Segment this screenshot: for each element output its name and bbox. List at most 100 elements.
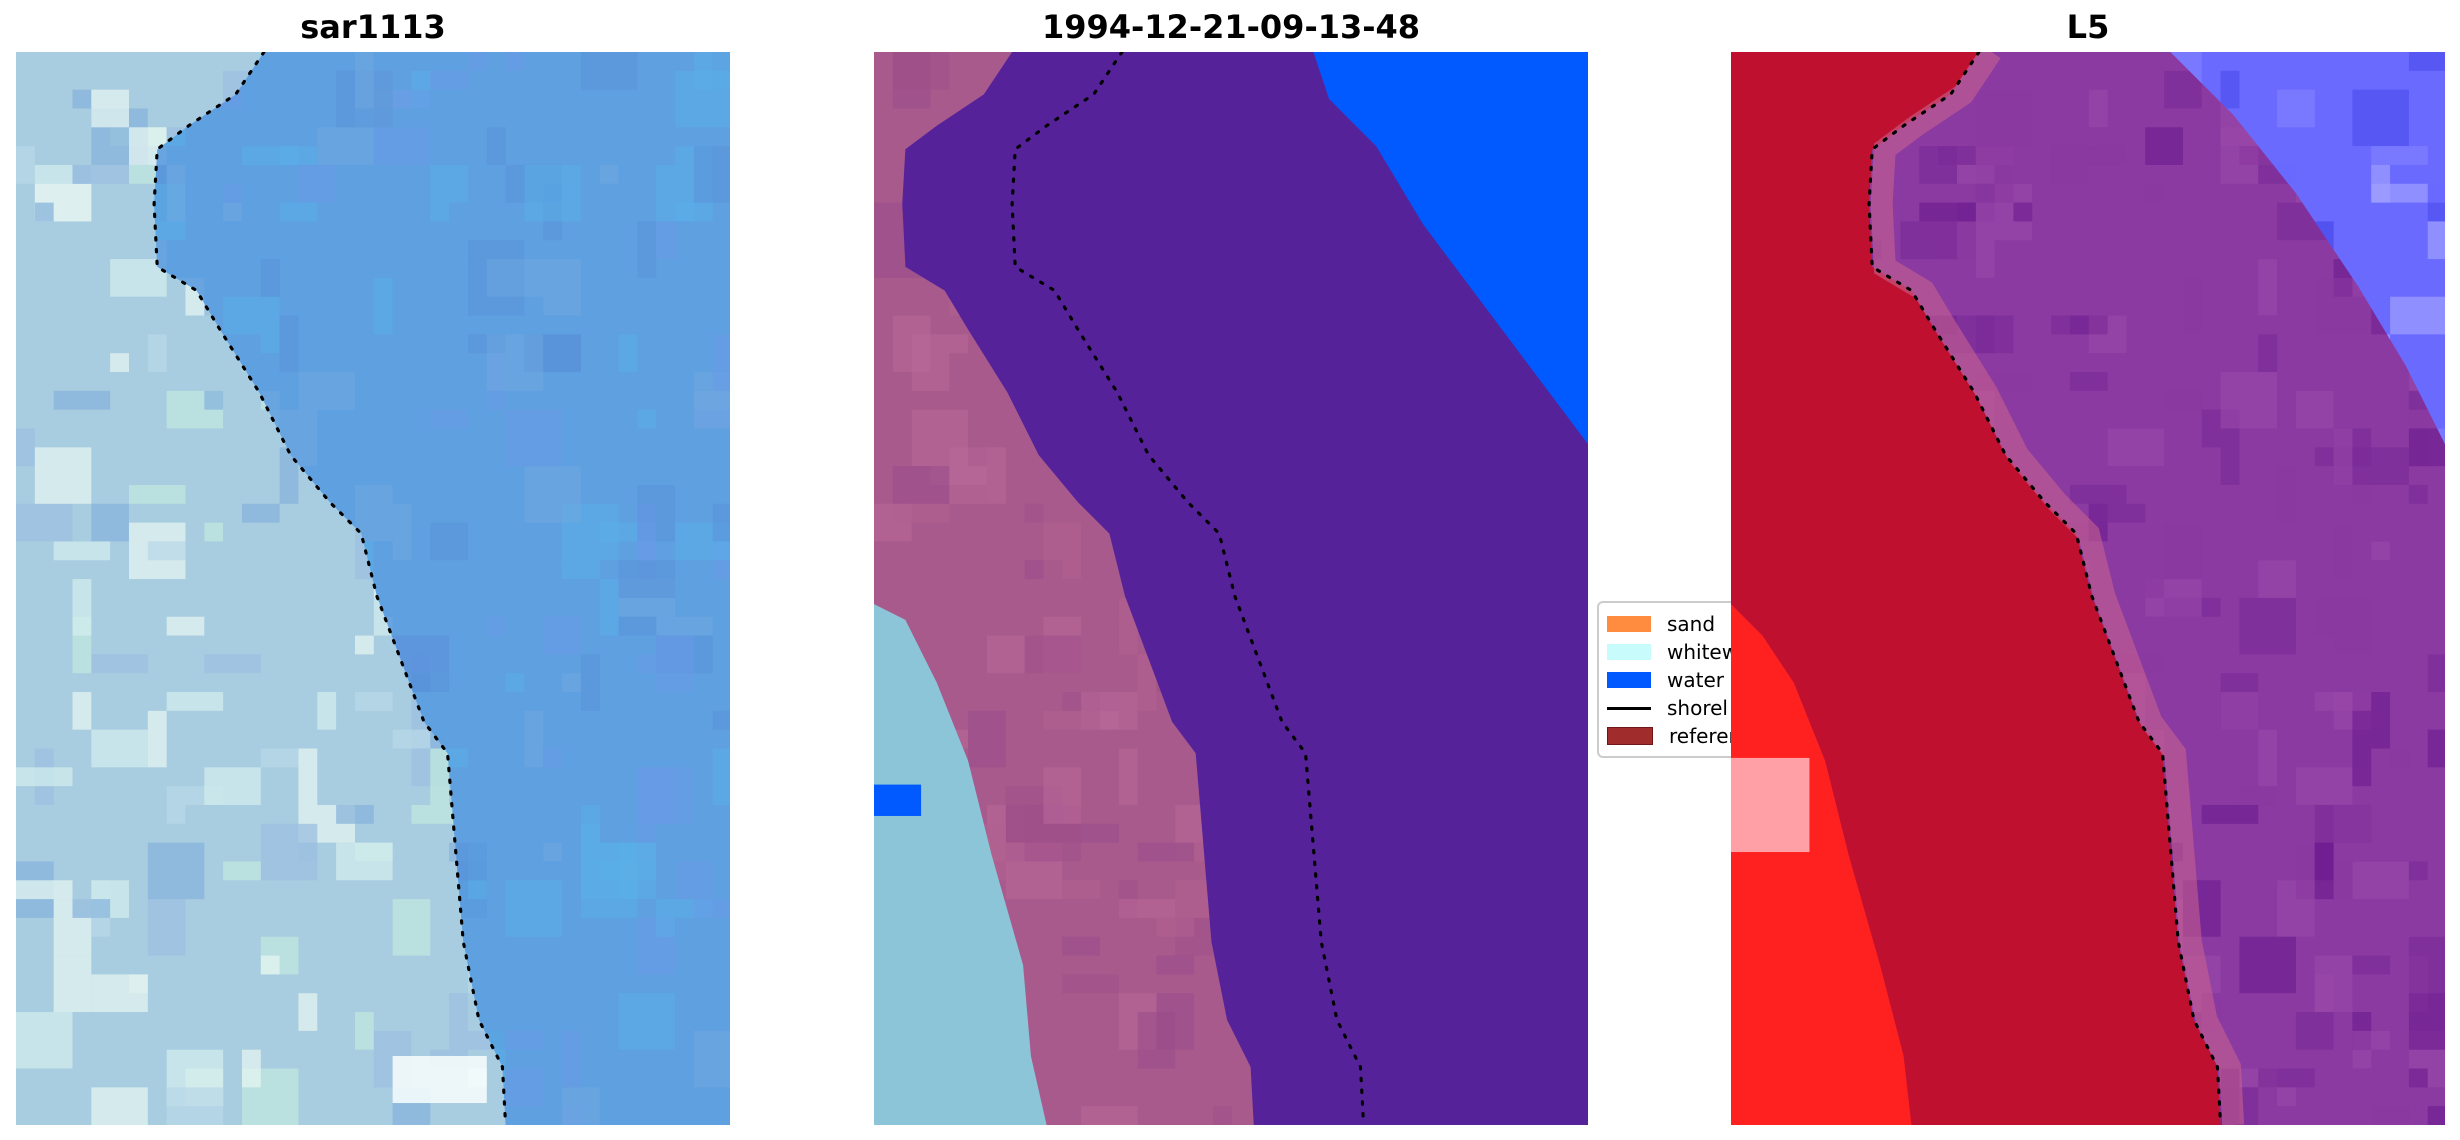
water-texture [223,296,261,335]
water-texture [637,654,657,674]
blue-pixel [2427,202,2445,222]
water-texture [656,221,676,260]
water-texture [693,52,730,90]
water-texture [562,560,600,580]
water-texture [505,1068,544,1107]
water-texture [298,372,355,410]
water-texture [693,390,730,429]
land-pixel [147,710,167,768]
water-texture [1919,202,1976,222]
water-texture [2182,277,2202,335]
water-texture [1956,164,1995,184]
sand-pixel [1043,522,1082,580]
sand-pixel [1212,1106,1232,1125]
blue-pixel [2427,221,2445,260]
water-texture [2145,183,2165,203]
water-texture [2295,390,2334,429]
water-texture [2239,786,2278,805]
land-pixel [354,692,393,711]
land-pixel [241,1049,261,1088]
water-texture [1919,146,1957,184]
water-texture [2069,372,2108,391]
bright-red-area [1731,604,1912,1125]
land-pixel [91,503,129,542]
land-pixel [223,861,261,881]
water-texture [618,334,638,373]
water-texture [580,52,638,90]
water-texture [430,409,468,429]
water-texture [317,127,374,165]
water-texture [675,861,713,900]
water-texture [2258,259,2278,316]
water-texture [2408,993,2445,1050]
blue-pixel [2408,52,2445,71]
sand-pixel [1118,616,1138,655]
water-texture [524,710,544,768]
land-pixel [16,1012,73,1069]
water-texture [543,616,581,655]
sand-pixel [1024,635,1082,674]
panel-title-2: 1994-12-21-09-13-48 [1041,8,1421,46]
land-pixel [430,748,450,805]
sand-pixel [892,466,950,504]
water-texture [2295,1012,2334,1050]
water-texture [2239,936,2296,994]
blue-pixel [2371,146,2428,165]
water-texture [260,296,280,354]
land-pixel [16,880,73,900]
sand-pixel [1062,880,1100,900]
water-texture [2408,936,2445,994]
sand-pixel [1062,936,1100,956]
sand-pixel [1081,1106,1138,1125]
legend-swatch [1607,727,1653,745]
land-pixel [147,541,186,561]
water-texture [373,127,431,165]
land-pixel [298,748,318,805]
water-texture [2013,202,2033,222]
sand-pixel [1137,654,1157,711]
water-texture [505,880,563,937]
water-texture [2220,692,2259,730]
water-texture [2314,597,2334,636]
water-texture [2107,428,2165,467]
land-pixel [91,89,129,128]
land-pixel [166,786,186,824]
water-texture [656,899,676,937]
land-pixel [72,89,92,109]
sar-image-panel [16,52,730,1125]
water-texture [2258,729,2278,787]
water-texture [2427,654,2445,693]
blue-pixel [2277,89,2315,128]
land-pixel [16,428,35,467]
water-texture [524,466,581,523]
water-texture [2333,597,2372,655]
water-texture [2258,1068,2315,1088]
water-texture [430,164,450,222]
land-pixel [241,503,280,523]
water-texture [2333,804,2372,843]
panel-title-1: sar1113 [300,8,446,46]
sand-pixel [892,52,950,90]
shoreline [1867,52,2223,1125]
legend-item-2: water [1607,667,1724,693]
water-texture [2371,1106,2409,1125]
water-texture [2427,729,2445,768]
water-texture [2408,428,2445,467]
water-texture [2201,804,2259,824]
panel-title-3: L5 [2066,8,2110,46]
water-texture [166,164,186,222]
water-texture [637,221,657,278]
land-pixel [72,899,111,918]
water-texture [2408,484,2428,504]
land-pixel [392,729,431,749]
water-texture [430,70,468,90]
land-pixel [53,390,111,410]
water-texture [486,616,506,636]
water-patch [874,784,922,816]
legend-swatch [1607,672,1651,688]
legend-item-0: sand [1607,611,1715,637]
water-texture [543,748,563,768]
water-texture [656,616,713,636]
shore-fringe [1870,52,2245,1125]
legend-label: whitew [1667,640,1739,664]
